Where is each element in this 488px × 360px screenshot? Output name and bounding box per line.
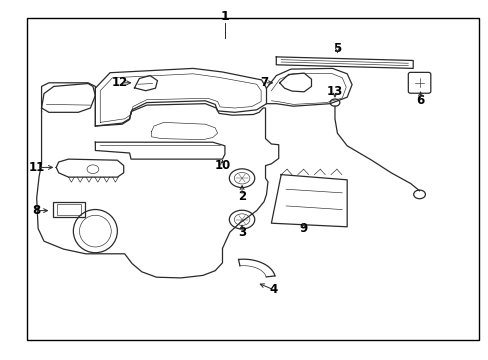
Bar	[57, 204, 81, 215]
Bar	[27, 18, 478, 340]
Text: 9: 9	[299, 222, 306, 235]
Text: 8: 8	[33, 204, 41, 217]
Text: 7: 7	[260, 76, 267, 89]
Text: 4: 4	[269, 283, 277, 296]
Text: 1: 1	[220, 10, 229, 23]
Text: 10: 10	[214, 159, 230, 172]
Text: 13: 13	[326, 85, 343, 98]
Bar	[53, 202, 84, 217]
Text: 5: 5	[333, 42, 341, 55]
Text: 2: 2	[238, 190, 245, 203]
Text: 3: 3	[238, 226, 245, 239]
Text: 6: 6	[416, 94, 424, 107]
Text: 12: 12	[111, 76, 128, 89]
Text: 11: 11	[28, 161, 45, 174]
